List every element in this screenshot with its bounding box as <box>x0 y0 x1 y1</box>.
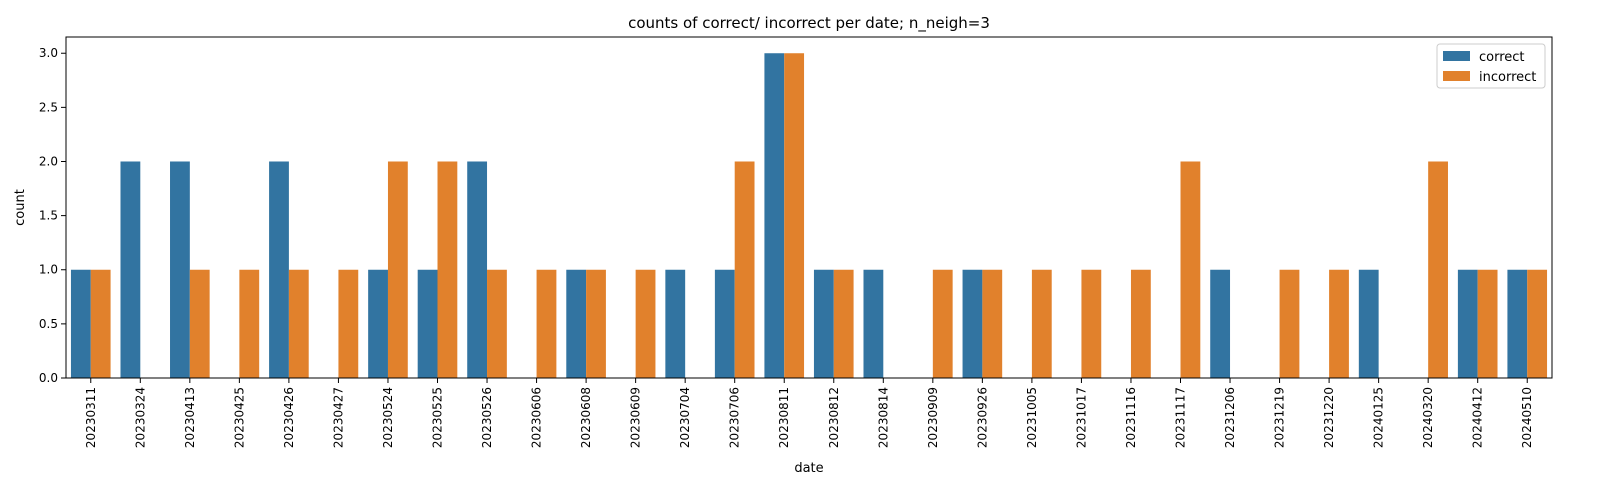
x-tick-label: 20240125 <box>1372 387 1386 448</box>
bar-correct-20230926 <box>962 269 983 378</box>
bar-correct-20240125 <box>1358 269 1379 378</box>
x-tick-label: 20231017 <box>1074 387 1088 448</box>
bar-incorrect-20231017 <box>1081 269 1102 378</box>
x-tick-label: 20230909 <box>926 387 940 448</box>
bar-incorrect-20231117 <box>1180 161 1201 378</box>
x-axis-label: date <box>794 461 823 476</box>
bar-incorrect-20230525 <box>437 161 458 378</box>
bar-incorrect-20230608 <box>586 269 606 378</box>
x-tick-label: 20231117 <box>1174 387 1188 448</box>
bar-correct-20230526 <box>467 161 488 378</box>
x-tick-label: 20230524 <box>381 387 395 448</box>
bar-correct-20230704 <box>665 269 686 378</box>
bar-incorrect-20240510 <box>1527 269 1548 378</box>
bar-incorrect-20230311 <box>90 269 111 378</box>
x-tick-label: 20231206 <box>1223 387 1237 448</box>
bar-incorrect-20230811 <box>784 53 805 378</box>
x-axis: 20230311 20230324 20230413 20230425 20230426… <box>84 378 1534 448</box>
legend-label-correct: correct <box>1479 50 1525 65</box>
y-tick-label: 1.0 <box>39 263 58 277</box>
x-tick-label: 20230426 <box>282 387 296 448</box>
bar-incorrect-20230425 <box>239 269 260 378</box>
y-tick-label: 3.0 <box>39 46 58 60</box>
bar-incorrect-20230524 <box>387 161 408 378</box>
bar-incorrect-20230609 <box>635 269 656 378</box>
bar-incorrect-20230606 <box>536 269 557 378</box>
bar-incorrect-20230526 <box>487 269 507 378</box>
bar-incorrect-20231220 <box>1329 269 1349 378</box>
bar-correct-20230706 <box>714 269 735 378</box>
x-tick-label: 20230811 <box>777 387 791 448</box>
x-tick-label: 20230706 <box>728 387 742 448</box>
x-tick-label: 20230413 <box>183 387 197 448</box>
bar-correct-20230324 <box>120 161 141 378</box>
bar-correct-20230811 <box>764 53 785 378</box>
x-tick-label: 20230425 <box>232 387 246 448</box>
bar-incorrect-20240412 <box>1477 269 1498 378</box>
x-tick-label: 20230526 <box>480 387 494 448</box>
y-axis: 0.0 0.5 1.0 1.5 2.0 2.5 3.0 <box>39 46 66 385</box>
y-tick-label: 2.5 <box>39 100 58 114</box>
x-tick-label: 20230525 <box>431 387 445 448</box>
x-tick-label: 20230606 <box>530 387 544 448</box>
x-tick-label: 20230311 <box>84 387 98 448</box>
bar-incorrect-20231005 <box>1031 269 1052 378</box>
x-tick-label: 20230926 <box>975 387 989 448</box>
bar-correct-20230426 <box>269 161 289 378</box>
bar-incorrect-20230413 <box>189 269 210 378</box>
bar-correct-20240510 <box>1507 269 1528 378</box>
bar-incorrect-20231219 <box>1279 269 1300 378</box>
x-tick-label: 20240510 <box>1520 387 1534 448</box>
bar-incorrect-20230426 <box>288 269 309 378</box>
legend-label-incorrect: incorrect <box>1479 70 1536 85</box>
x-tick-label: 20240320 <box>1421 387 1435 448</box>
bar-incorrect-20230909 <box>932 269 953 378</box>
x-tick-label: 20230609 <box>629 387 643 448</box>
x-tick-label: 20230812 <box>827 387 841 448</box>
bar-correct-20230812 <box>813 269 834 378</box>
legend: correct incorrect <box>1436 43 1546 89</box>
x-tick-label: 20230814 <box>876 387 890 448</box>
y-tick-label: 0.0 <box>39 371 58 385</box>
x-tick-label: 20231005 <box>1025 387 1039 448</box>
legend-swatch-incorrect <box>1443 71 1470 81</box>
bar-correct-20230525 <box>417 269 438 378</box>
bar-incorrect-20230706 <box>734 161 755 378</box>
x-tick-label: 20231220 <box>1322 387 1336 448</box>
x-tick-label: 20230324 <box>133 387 147 448</box>
bar-correct-20240412 <box>1457 269 1478 378</box>
x-tick-label: 20231116 <box>1124 387 1138 448</box>
bar-correct-20230311 <box>70 269 91 378</box>
bar-incorrect-20230812 <box>833 269 854 378</box>
x-tick-label: 20230704 <box>678 387 692 448</box>
bar-incorrect-20230427 <box>338 269 359 378</box>
chart-title: counts of correct/ incorrect per date; n… <box>628 14 990 33</box>
bar-correct-20230608 <box>566 269 587 378</box>
y-tick-label: 1.5 <box>39 209 58 223</box>
x-tick-label: 20231219 <box>1273 387 1287 448</box>
bar-incorrect-20231116 <box>1130 269 1151 378</box>
bar-correct-20230413 <box>170 161 190 378</box>
y-tick-label: 0.5 <box>39 317 58 331</box>
x-tick-label: 20230427 <box>331 387 345 448</box>
legend-swatch-correct <box>1443 51 1470 61</box>
plot-frame <box>65 36 1553 379</box>
y-axis-label: count <box>13 189 28 226</box>
bar-correct-20231206 <box>1210 269 1231 378</box>
bar-correct-20230524 <box>368 269 388 378</box>
bar-correct-20230814 <box>863 269 884 378</box>
bar-incorrect-20240320 <box>1428 161 1448 378</box>
x-tick-label: 20240412 <box>1471 387 1485 448</box>
y-tick-label: 2.0 <box>39 154 58 168</box>
x-tick-label: 20230608 <box>579 387 593 448</box>
bars-layer <box>70 53 1548 378</box>
bar-incorrect-20230926 <box>982 269 1003 378</box>
